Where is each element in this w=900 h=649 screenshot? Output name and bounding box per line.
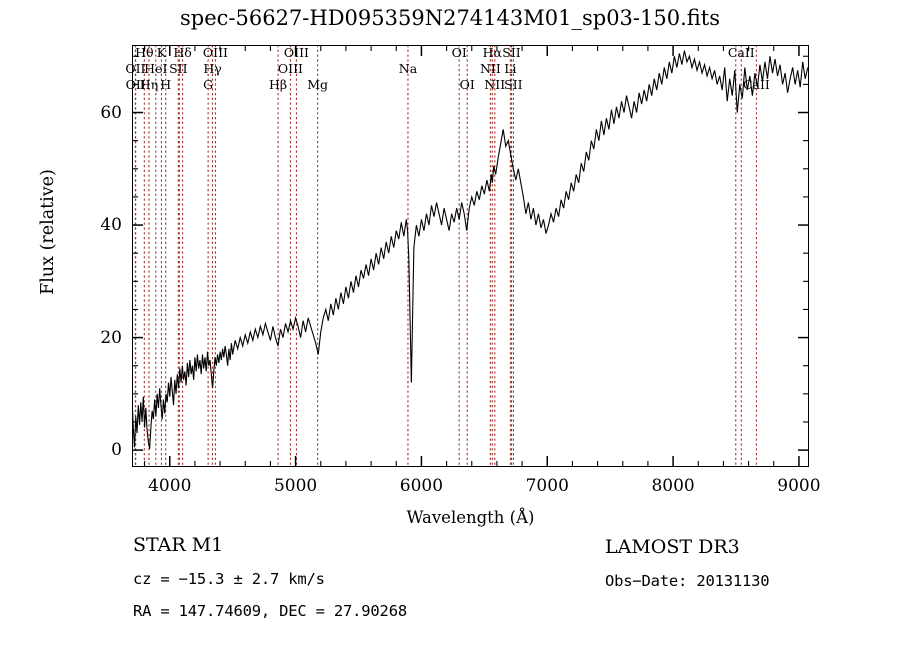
metadata-footer: STAR M1 cz = −15.3 ± 2.7 km/s RA = 147.7… [0, 528, 900, 638]
x-axis-title: Wavelength (Å) [406, 508, 535, 527]
observation-date-label: Obs−Date: 20131130 [605, 572, 770, 590]
x-axis-tick-label: 7000 [525, 476, 569, 496]
line-marker-group [134, 45, 757, 467]
axis-tick-group [132, 45, 809, 467]
x-axis-tick-label: 5000 [273, 476, 318, 496]
y-axis-title: Flux (relative) [38, 169, 58, 295]
x-axis-tick-label: 4000 [148, 476, 192, 496]
page-title: spec-56627-HD095359N274143M01_sp03-150.f… [179, 6, 720, 30]
x-axis-tick-label: 6000 [399, 476, 444, 496]
y-axis-tick-label: 20 [100, 327, 122, 348]
survey-label: LAMOST DR3 [605, 536, 740, 558]
x-axis-tick-label: 8000 [651, 476, 695, 496]
spectrum-plot [132, 45, 809, 467]
object-class-label: STAR M1 [133, 534, 224, 556]
y-axis-tick-label: 0 [111, 440, 122, 461]
y-axis-tick-label: 60 [100, 102, 122, 123]
x-axis-tick-label: 9000 [777, 476, 821, 496]
redshift-velocity-label: cz = −15.3 ± 2.7 km/s [133, 570, 325, 588]
spectrum-canvas [132, 45, 809, 467]
y-axis-tick-label: 40 [100, 215, 122, 236]
flux-curve [132, 50, 809, 450]
coordinates-label: RA = 147.74609, DEC = 27.90268 [133, 602, 407, 620]
